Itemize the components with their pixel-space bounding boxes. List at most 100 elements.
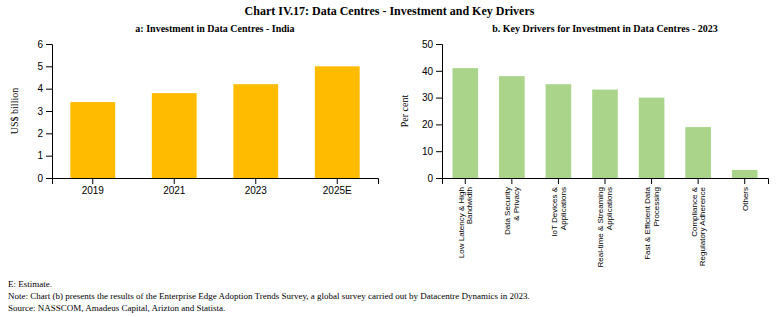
tick-label-line: Bandwidth	[465, 187, 474, 224]
tick-mark	[46, 89, 52, 90]
tick-label-line: Others	[741, 187, 750, 211]
bar	[732, 170, 758, 178]
panel: 0 10 20 30 40 50 Low Latency & HighBandwidth Da…	[399, 23, 769, 267]
y-tick: 50	[422, 39, 442, 50]
tick-label-line: Processing	[652, 187, 661, 227]
x-axis: Low Latency & HighBandwidth Data Security…	[443, 178, 769, 267]
footnote: E: Estimate.	[8, 279, 52, 289]
tick-label-line: Low Latency & High	[457, 187, 466, 258]
x-tick: Compliance &Regulatory Adherence	[690, 178, 708, 266]
tick-mark	[46, 156, 52, 157]
y-tick: 30	[422, 92, 442, 103]
panel-title: b. Key Drivers for Investment in Data Ce…	[492, 23, 718, 34]
tick-mark	[436, 151, 442, 152]
y-tick: 5	[37, 61, 52, 72]
tick-label-line: Real-time & Streaming	[596, 187, 605, 267]
tick-mark	[92, 178, 93, 184]
bar	[499, 76, 525, 178]
tick-mark	[511, 178, 512, 184]
bar	[546, 84, 572, 178]
tick-mark	[46, 44, 52, 45]
tick-label-line: 2021	[163, 185, 186, 196]
tick-label: 4	[37, 83, 43, 94]
tick-mark	[744, 178, 745, 184]
tick-label-line: Applications	[605, 187, 614, 230]
tick-label: 2	[37, 128, 43, 139]
y-axis: 0 1 2 3 4 5 6	[37, 39, 52, 184]
tick-label-line: & Privacy	[512, 187, 521, 221]
tick-label: Fast & Efficient DataProcessing	[643, 186, 661, 259]
y-tick: 6	[37, 39, 52, 50]
tick-mark	[558, 178, 559, 184]
bar	[592, 90, 618, 178]
axis-line	[436, 45, 443, 179]
tick-label: 0	[427, 173, 433, 184]
axis-line	[53, 179, 379, 185]
tick-label: 0	[37, 173, 43, 184]
x-tick: 2021	[163, 178, 186, 196]
x-tick: Real-time & StreamingApplications	[596, 178, 614, 267]
tick-mark	[255, 178, 256, 184]
tick-mark	[651, 178, 652, 184]
tick-label-line: Fast & Efficient Data	[643, 186, 652, 259]
tick-label: 40	[422, 66, 434, 77]
tick-label: 2025E	[323, 185, 352, 196]
x-tick: 2023	[245, 178, 268, 196]
y-tick: 0	[427, 173, 442, 184]
footnote: Note: Chart (b) presents the results of …	[8, 291, 530, 301]
tick-mark	[46, 111, 52, 112]
bar	[452, 68, 478, 178]
chart: Chart IV.17: Data Centres - Investment a…	[0, 0, 779, 317]
tick-label-line: IoT Devices &	[550, 186, 559, 236]
tick-label-line: Compliance &	[690, 186, 699, 236]
bar	[233, 84, 278, 178]
y-tick: 10	[422, 146, 442, 157]
tick-label-line: Regulatory Adherence	[698, 186, 707, 266]
tick-label: 3	[37, 106, 43, 117]
tick-label: 1	[37, 150, 43, 161]
x-tick: IoT Devices &Applications	[550, 178, 568, 237]
axis-line	[443, 179, 769, 185]
tick-mark	[436, 178, 442, 179]
bars	[70, 66, 359, 178]
tick-mark	[698, 178, 699, 184]
tick-label: Real-time & StreamingApplications	[596, 187, 614, 267]
tick-label: 20	[422, 119, 434, 130]
tick-mark	[436, 98, 442, 99]
tick-label-line: 2019	[82, 185, 105, 196]
tick-label: 2021	[163, 185, 186, 196]
tick-mark	[436, 71, 442, 72]
x-tick: Others	[741, 178, 750, 211]
tick-label-line: 2025E	[323, 185, 352, 196]
tick-label-line: 2023	[245, 185, 268, 196]
tick-label: 2019	[82, 185, 105, 196]
bars	[452, 68, 757, 178]
tick-label: 6	[37, 39, 43, 50]
tick-label: 2023	[245, 185, 268, 196]
tick-mark	[337, 178, 338, 184]
tick-label: 30	[422, 92, 434, 103]
panel: 01234562019202120232025EUS$ billiona: In…	[9, 23, 379, 196]
tick-mark	[436, 124, 442, 125]
y-tick: 40	[422, 66, 442, 77]
x-axis: 2019 2021 2023 2025E	[53, 178, 379, 196]
tick-label: Low Latency & HighBandwidth	[457, 187, 475, 258]
tick-label: Data Security& Privacy	[503, 187, 521, 235]
y-tick: 1	[37, 150, 52, 161]
x-tick: 2019	[82, 178, 105, 196]
bar	[639, 98, 665, 178]
x-tick: Data Security& Privacy	[503, 178, 521, 235]
tick-mark	[436, 44, 442, 45]
x-tick: Fast & Efficient DataProcessing	[643, 178, 661, 260]
axis-title: US$ billion	[9, 88, 20, 134]
tick-mark	[46, 133, 52, 134]
tick-label: 10	[422, 146, 434, 157]
bar	[152, 93, 197, 178]
axis-line	[46, 45, 53, 179]
title: Chart IV.17: Data Centres - Investment a…	[245, 4, 535, 18]
x-tick: Low Latency & HighBandwidth	[457, 178, 475, 258]
y-tick: 0	[37, 173, 52, 184]
tick-label-line: Data Security	[503, 187, 512, 235]
y-tick: 3	[37, 106, 52, 117]
y-tick: 2	[37, 128, 52, 139]
